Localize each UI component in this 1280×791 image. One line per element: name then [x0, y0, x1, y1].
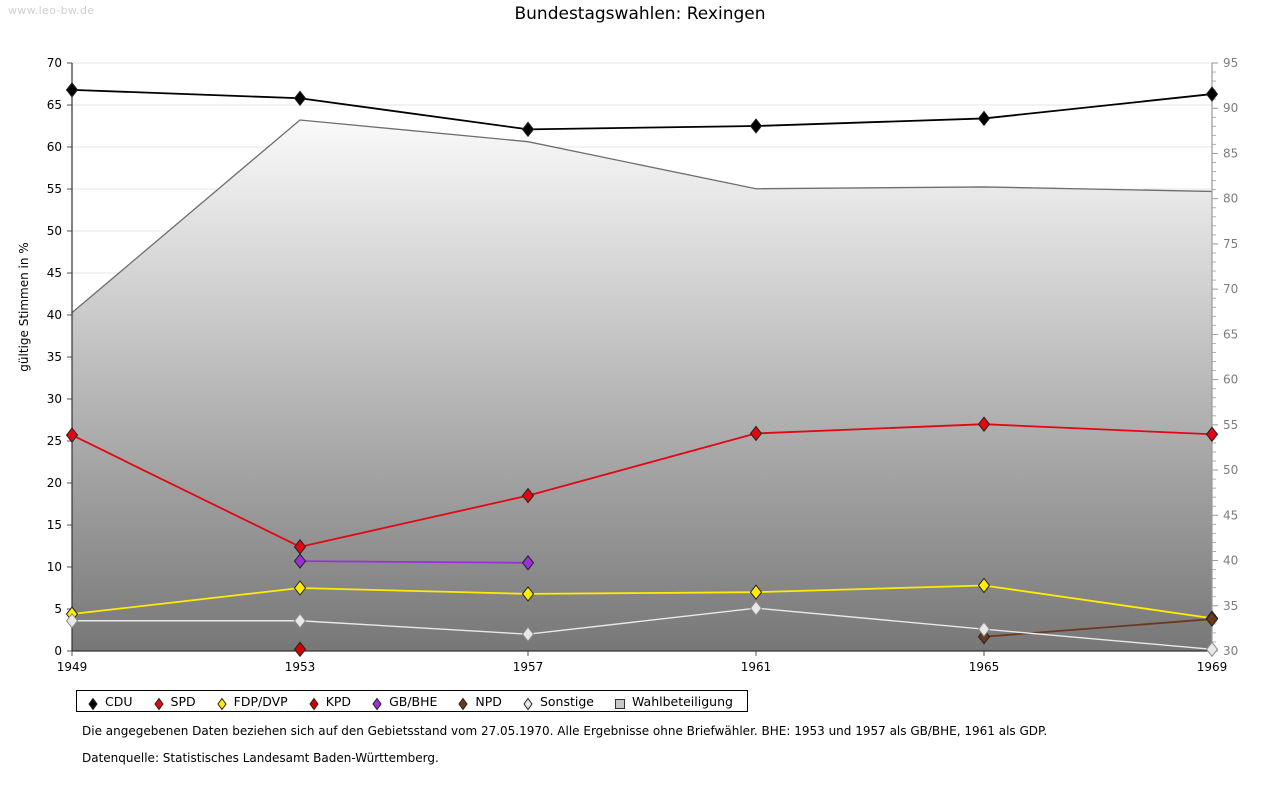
legend-label: KPD: [325, 693, 352, 709]
legend-item-cdu[interactable]: CDU: [87, 693, 133, 710]
svg-text:80: 80: [1223, 192, 1238, 206]
svg-text:55: 55: [1223, 418, 1238, 432]
svg-text:10: 10: [47, 560, 62, 574]
legend-diamond-icon: [457, 696, 469, 710]
legend-label: Wahlbeteiligung: [631, 693, 733, 709]
svg-text:75: 75: [1223, 237, 1238, 251]
chart-legend: CDU SPD FDP/DVP KPD GB/BHE NPD Sonstige Wahlbet…: [76, 690, 748, 712]
footnotes: Die angegebenen Daten beziehen sich auf …: [82, 724, 1182, 778]
svg-text:45: 45: [47, 266, 62, 280]
svg-text:65: 65: [1223, 327, 1238, 341]
svg-text:1953: 1953: [285, 660, 316, 674]
legend-item-fdp-dvp[interactable]: FDP/DVP: [216, 693, 288, 710]
legend-item-sonstige[interactable]: Sonstige: [522, 693, 594, 710]
svg-text:70: 70: [47, 56, 62, 70]
wahlbeteiligung-area: [71, 119, 1213, 651]
legend-label: GB/BHE: [389, 693, 438, 709]
svg-text:70: 70: [1223, 282, 1238, 296]
axis-lines: [67, 62, 1218, 656]
svg-text:30: 30: [47, 392, 62, 406]
svg-text:15: 15: [47, 518, 62, 532]
svg-text:1957: 1957: [513, 660, 544, 674]
legend-label: Sonstige: [539, 693, 594, 709]
svg-text:40: 40: [1223, 554, 1238, 568]
legend-diamond-icon: [153, 696, 164, 710]
tick-labels: 0 5 10 15 20 25 30 35 40 45 50 55 60 65 70 30 35 40 45 50 55…: [47, 56, 1239, 674]
svg-text:20: 20: [47, 476, 62, 490]
series-lines: [65, 82, 1219, 658]
legend-diamond-icon: [87, 696, 98, 710]
legend-item-kpd[interactable]: KPD: [308, 693, 352, 710]
legend-label: CDU: [105, 693, 133, 709]
svg-text:5: 5: [54, 602, 62, 616]
page-title: Bundestagswahlen: Rexingen: [514, 4, 766, 24]
svg-text:1969: 1969: [1197, 660, 1228, 674]
plot-area: 0 5 10 15 20 25 30 35 40 45 50 55 60 65 70 30 35 40 45 50 55…: [47, 56, 1239, 674]
svg-text:0: 0: [54, 644, 62, 658]
footnote-source: Datenquelle: Statistisches Landesamt Bad…: [82, 751, 439, 765]
legend-diamond-icon: [522, 696, 533, 710]
legend-item-wahlbeteiligung[interactable]: Wahlbeteiligung: [614, 694, 733, 709]
svg-text:60: 60: [1223, 373, 1238, 387]
svg-text:1961: 1961: [741, 660, 772, 674]
svg-text:1949: 1949: [57, 660, 88, 674]
legend-square-icon: [614, 696, 625, 709]
legend-item-gb-bhe[interactable]: GB/BHE: [371, 693, 438, 710]
legend-item-spd[interactable]: SPD: [153, 693, 196, 710]
footnote-data-basis: Die angegebenen Daten beziehen sich auf …: [82, 724, 1048, 738]
svg-text:35: 35: [47, 350, 62, 364]
legend-label: SPD: [170, 693, 196, 709]
svg-text:55: 55: [47, 182, 62, 196]
svg-text:60: 60: [47, 140, 62, 154]
legend-diamond-icon: [216, 696, 227, 710]
svg-text:65: 65: [47, 98, 62, 112]
watermark: www.leo-bw.de: [8, 4, 95, 17]
svg-text:95: 95: [1223, 56, 1238, 70]
chart-svg: 0 5 10 15 20 25 30 35 40 45 50 55 60 65 70 30 35 40 45 50 55…: [47, 56, 1239, 674]
legend-label: NPD: [475, 693, 502, 709]
svg-text:40: 40: [47, 308, 62, 322]
svg-text:30: 30: [1223, 644, 1238, 658]
legend-label: FDP/DVP: [233, 693, 288, 709]
svg-text:25: 25: [47, 434, 62, 448]
svg-text:35: 35: [1223, 599, 1238, 613]
svg-text:50: 50: [1223, 463, 1238, 477]
svg-text:85: 85: [1223, 146, 1238, 160]
legend-diamond-icon: [371, 696, 382, 710]
svg-text:50: 50: [47, 224, 62, 238]
legend-diamond-icon: [308, 696, 319, 710]
svg-text:45: 45: [1223, 508, 1238, 522]
svg-text:90: 90: [1223, 101, 1238, 115]
svg-text:1965: 1965: [969, 660, 1000, 674]
legend-item-npd[interactable]: NPD: [457, 693, 502, 710]
